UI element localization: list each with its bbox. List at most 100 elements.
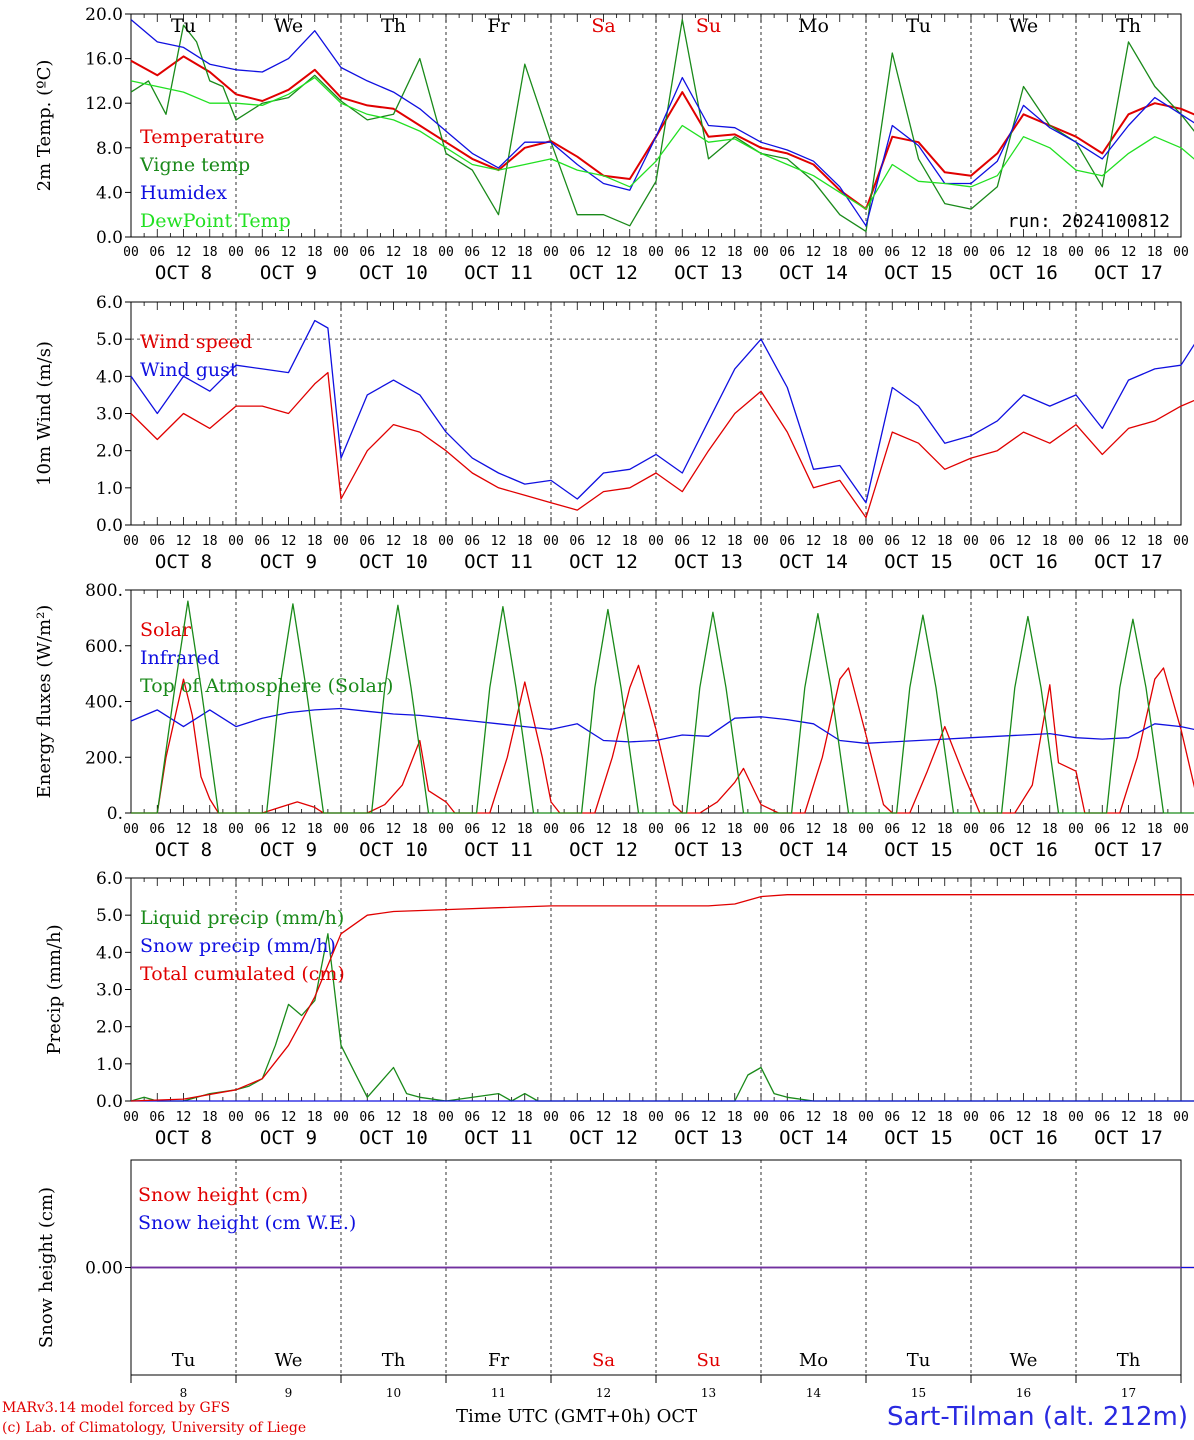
series-line bbox=[130, 18, 1194, 233]
series-line bbox=[130, 19, 1194, 227]
hour-label: 00 bbox=[753, 245, 769, 260]
hour-label: 00 bbox=[123, 534, 139, 549]
y-tick-label: 400. bbox=[85, 693, 123, 713]
hour-label: 12 bbox=[1016, 1110, 1032, 1125]
hour-label: 12 bbox=[806, 245, 822, 260]
hour-label: 12 bbox=[1016, 245, 1032, 260]
date-label: OCT 16 bbox=[989, 551, 1058, 573]
series-line bbox=[131, 600, 1194, 814]
copyright-credit: (c) Lab. of Climatology, University of L… bbox=[2, 1420, 307, 1436]
day-label: Sa bbox=[592, 1350, 615, 1371]
hour-label: 12 bbox=[386, 534, 402, 549]
hour-label: 00 bbox=[543, 245, 559, 260]
date-label: OCT 17 bbox=[1094, 262, 1163, 284]
hour-label: 06 bbox=[149, 822, 165, 837]
panel-frame bbox=[130, 13, 1182, 238]
hour-label: 06 bbox=[359, 534, 375, 549]
hour-label: 06 bbox=[464, 245, 480, 260]
hour-label: 00 bbox=[228, 534, 244, 549]
hour-label: 06 bbox=[674, 245, 690, 260]
y-tick-label: 600. bbox=[85, 637, 123, 657]
hour-label: 12 bbox=[1121, 1110, 1137, 1125]
hour-label: 12 bbox=[176, 245, 192, 260]
hour-label: 06 bbox=[149, 245, 165, 260]
y-tick-label: 5.0 bbox=[96, 906, 123, 926]
hour-label: 06 bbox=[779, 534, 795, 549]
hour-label: 00 bbox=[963, 245, 979, 260]
hour-label: 18 bbox=[412, 534, 428, 549]
hour-label: 18 bbox=[727, 1110, 743, 1125]
hour-label: 12 bbox=[911, 534, 927, 549]
hour-label: 18 bbox=[937, 245, 953, 260]
hour-label: 00 bbox=[963, 1110, 979, 1125]
day-label: We bbox=[1010, 1350, 1038, 1371]
hour-label: 00 bbox=[228, 822, 244, 837]
hour-label: 12 bbox=[281, 245, 297, 260]
date-label: OCT 14 bbox=[779, 1127, 848, 1149]
y-tick-label: 1.0 bbox=[96, 1055, 123, 1075]
hour-label: 12 bbox=[386, 245, 402, 260]
legend-entry: Humidex bbox=[140, 182, 227, 204]
date-label: OCT 15 bbox=[884, 262, 953, 284]
hour-label: 06 bbox=[779, 1110, 795, 1125]
legend-entry: DewPoint Temp bbox=[140, 210, 291, 232]
legend-entry: Snow precip (mm/h) bbox=[140, 935, 336, 957]
date-label: OCT 14 bbox=[779, 551, 848, 573]
hour-label: 00 bbox=[648, 822, 664, 837]
legend-entry: Wind speed bbox=[140, 331, 252, 353]
date-label: OCT 9 bbox=[260, 1127, 317, 1149]
hour-label: 00 bbox=[963, 534, 979, 549]
date-label: OCT 14 bbox=[779, 262, 848, 284]
hour-label: 00 bbox=[858, 1110, 874, 1125]
hour-label: 06 bbox=[254, 245, 270, 260]
hour-label: 00 bbox=[333, 1110, 349, 1125]
hour-label: 06 bbox=[674, 822, 690, 837]
hour-label: 06 bbox=[989, 822, 1005, 837]
day-label: Th bbox=[1117, 1350, 1141, 1371]
hour-label: 06 bbox=[569, 822, 585, 837]
day-label: Th bbox=[381, 15, 406, 37]
date-label: OCT 10 bbox=[359, 839, 428, 861]
legend-entry: Snow height (cm) bbox=[138, 1184, 308, 1206]
hour-label: 18 bbox=[202, 245, 218, 260]
hour-label: 12 bbox=[701, 822, 717, 837]
legend-entry: Wind gust bbox=[140, 359, 238, 381]
hour-label: 18 bbox=[1042, 1110, 1058, 1125]
hour-label: 18 bbox=[622, 1110, 638, 1125]
y-tick-label: 6.0 bbox=[96, 869, 123, 889]
y-tick-label: 2.0 bbox=[96, 1018, 123, 1038]
y-tick-label: 0.0 bbox=[96, 516, 123, 536]
date-label: OCT 14 bbox=[779, 839, 848, 861]
hour-label: 06 bbox=[149, 1110, 165, 1125]
day-label: Su bbox=[697, 1350, 721, 1371]
hour-label: 00 bbox=[438, 822, 454, 837]
hour-label: 12 bbox=[596, 1110, 612, 1125]
series-line bbox=[130, 933, 1194, 1102]
hour-label: 18 bbox=[1042, 822, 1058, 837]
day-label: Th bbox=[382, 1350, 406, 1371]
y-tick-label: 0.0 bbox=[96, 1092, 123, 1112]
time-axis-label: Time UTC (GMT+0h) OCT bbox=[456, 1406, 698, 1427]
hour-label: 12 bbox=[281, 534, 297, 549]
hour-label: 00 bbox=[648, 1110, 664, 1125]
hour-label: 12 bbox=[1121, 245, 1137, 260]
hour-label: 18 bbox=[727, 245, 743, 260]
hour-label: 00 bbox=[438, 245, 454, 260]
hour-label: 18 bbox=[622, 245, 638, 260]
hour-label: 18 bbox=[307, 1110, 323, 1125]
hour-label: 12 bbox=[1121, 822, 1137, 837]
day-label: Mo bbox=[799, 1350, 828, 1371]
hour-label: 06 bbox=[464, 822, 480, 837]
hour-label: 00 bbox=[1068, 1110, 1084, 1125]
date-label: OCT 8 bbox=[155, 551, 212, 573]
hour-label: 12 bbox=[806, 534, 822, 549]
hour-label: 12 bbox=[701, 245, 717, 260]
hour-label: 00 bbox=[333, 534, 349, 549]
date-label: OCT 10 bbox=[359, 551, 428, 573]
model-credit: MARv3.14 model forced by GFS bbox=[2, 1400, 231, 1416]
date-label: OCT 16 bbox=[989, 262, 1058, 284]
hour-label: 18 bbox=[1147, 534, 1163, 549]
series-line bbox=[130, 371, 1194, 519]
hour-label: 00 bbox=[438, 1110, 454, 1125]
run-annotation: run: 2024100812 bbox=[1007, 211, 1170, 232]
